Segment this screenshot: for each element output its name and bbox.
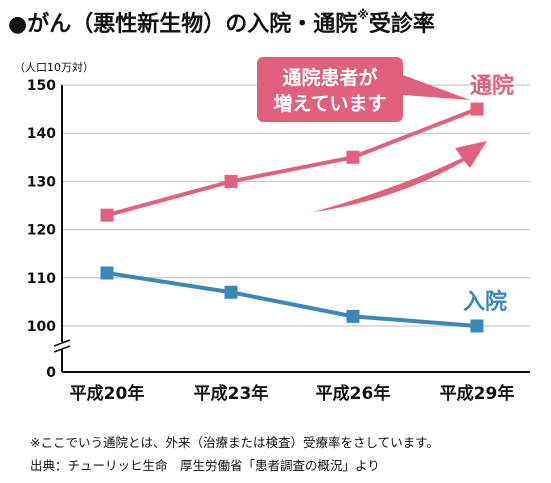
series	[100, 102, 484, 333]
axes	[53, 85, 530, 373]
callout-box	[257, 57, 470, 122]
y-tick-labels: 100 110 120 130 140 150 0	[27, 78, 56, 381]
y-axis-label: （人口10万対）	[14, 60, 94, 74]
title-bullet: ●	[8, 12, 28, 37]
y-tick-label: 110	[27, 271, 56, 287]
title-tail: 受診率	[368, 12, 435, 37]
chart-title: ●がん（悪性新生物）の入院・通院※受診率	[8, 6, 435, 38]
y-tick-label: 120	[27, 223, 56, 239]
callout-line-1: 通院患者が	[282, 66, 377, 89]
callout-line-2: 増えています	[273, 92, 386, 115]
x-tick-label: 平成20年	[70, 383, 145, 404]
y-tick-label: 100	[27, 319, 56, 335]
x-tick-label: 平成26年	[316, 383, 391, 404]
y-tick-label: 150	[27, 78, 56, 94]
series-label: 入院	[463, 289, 507, 315]
series-line-1	[106, 271, 478, 328]
data-point	[100, 208, 114, 222]
data-point	[100, 266, 114, 280]
data-point	[346, 309, 360, 323]
title-main: がん（悪性新生物）の入院・通院	[27, 12, 358, 37]
footnote-source: 出典：チューリッヒ生命 厚生労働省「患者調査の概況」より	[30, 458, 380, 473]
x-tick-labels: 平成20年 平成23年 平成26年 平成29年	[70, 383, 515, 404]
line-chart: （人口10万対） 1001101201301401500 平成20年 平成23年平…	[14, 57, 530, 404]
axis-break-icon	[53, 339, 71, 353]
series-label: 通院	[470, 73, 514, 99]
data-point	[224, 174, 238, 188]
data-point	[224, 285, 238, 299]
y-tick-label: 130	[27, 174, 56, 190]
y-tick-label: 140	[27, 126, 56, 142]
data-point	[470, 102, 484, 116]
callout: 通院患者が 増えています	[257, 57, 470, 122]
x-tick-label: 平成23年	[194, 383, 269, 404]
title-note-mark: ※	[357, 8, 369, 22]
series-line-0	[106, 107, 478, 218]
trend-up-arrow-icon	[313, 141, 487, 212]
footnote-definition: ※ここでいう通院とは、外来（治療または検査）受療率をさしています。	[30, 435, 439, 450]
data-point	[470, 319, 484, 333]
axis-break-gap	[54, 342, 70, 349]
data-point	[346, 150, 360, 164]
x-tick-label: 平成29年	[440, 383, 515, 404]
y-tick-label-zero: 0	[46, 365, 56, 381]
